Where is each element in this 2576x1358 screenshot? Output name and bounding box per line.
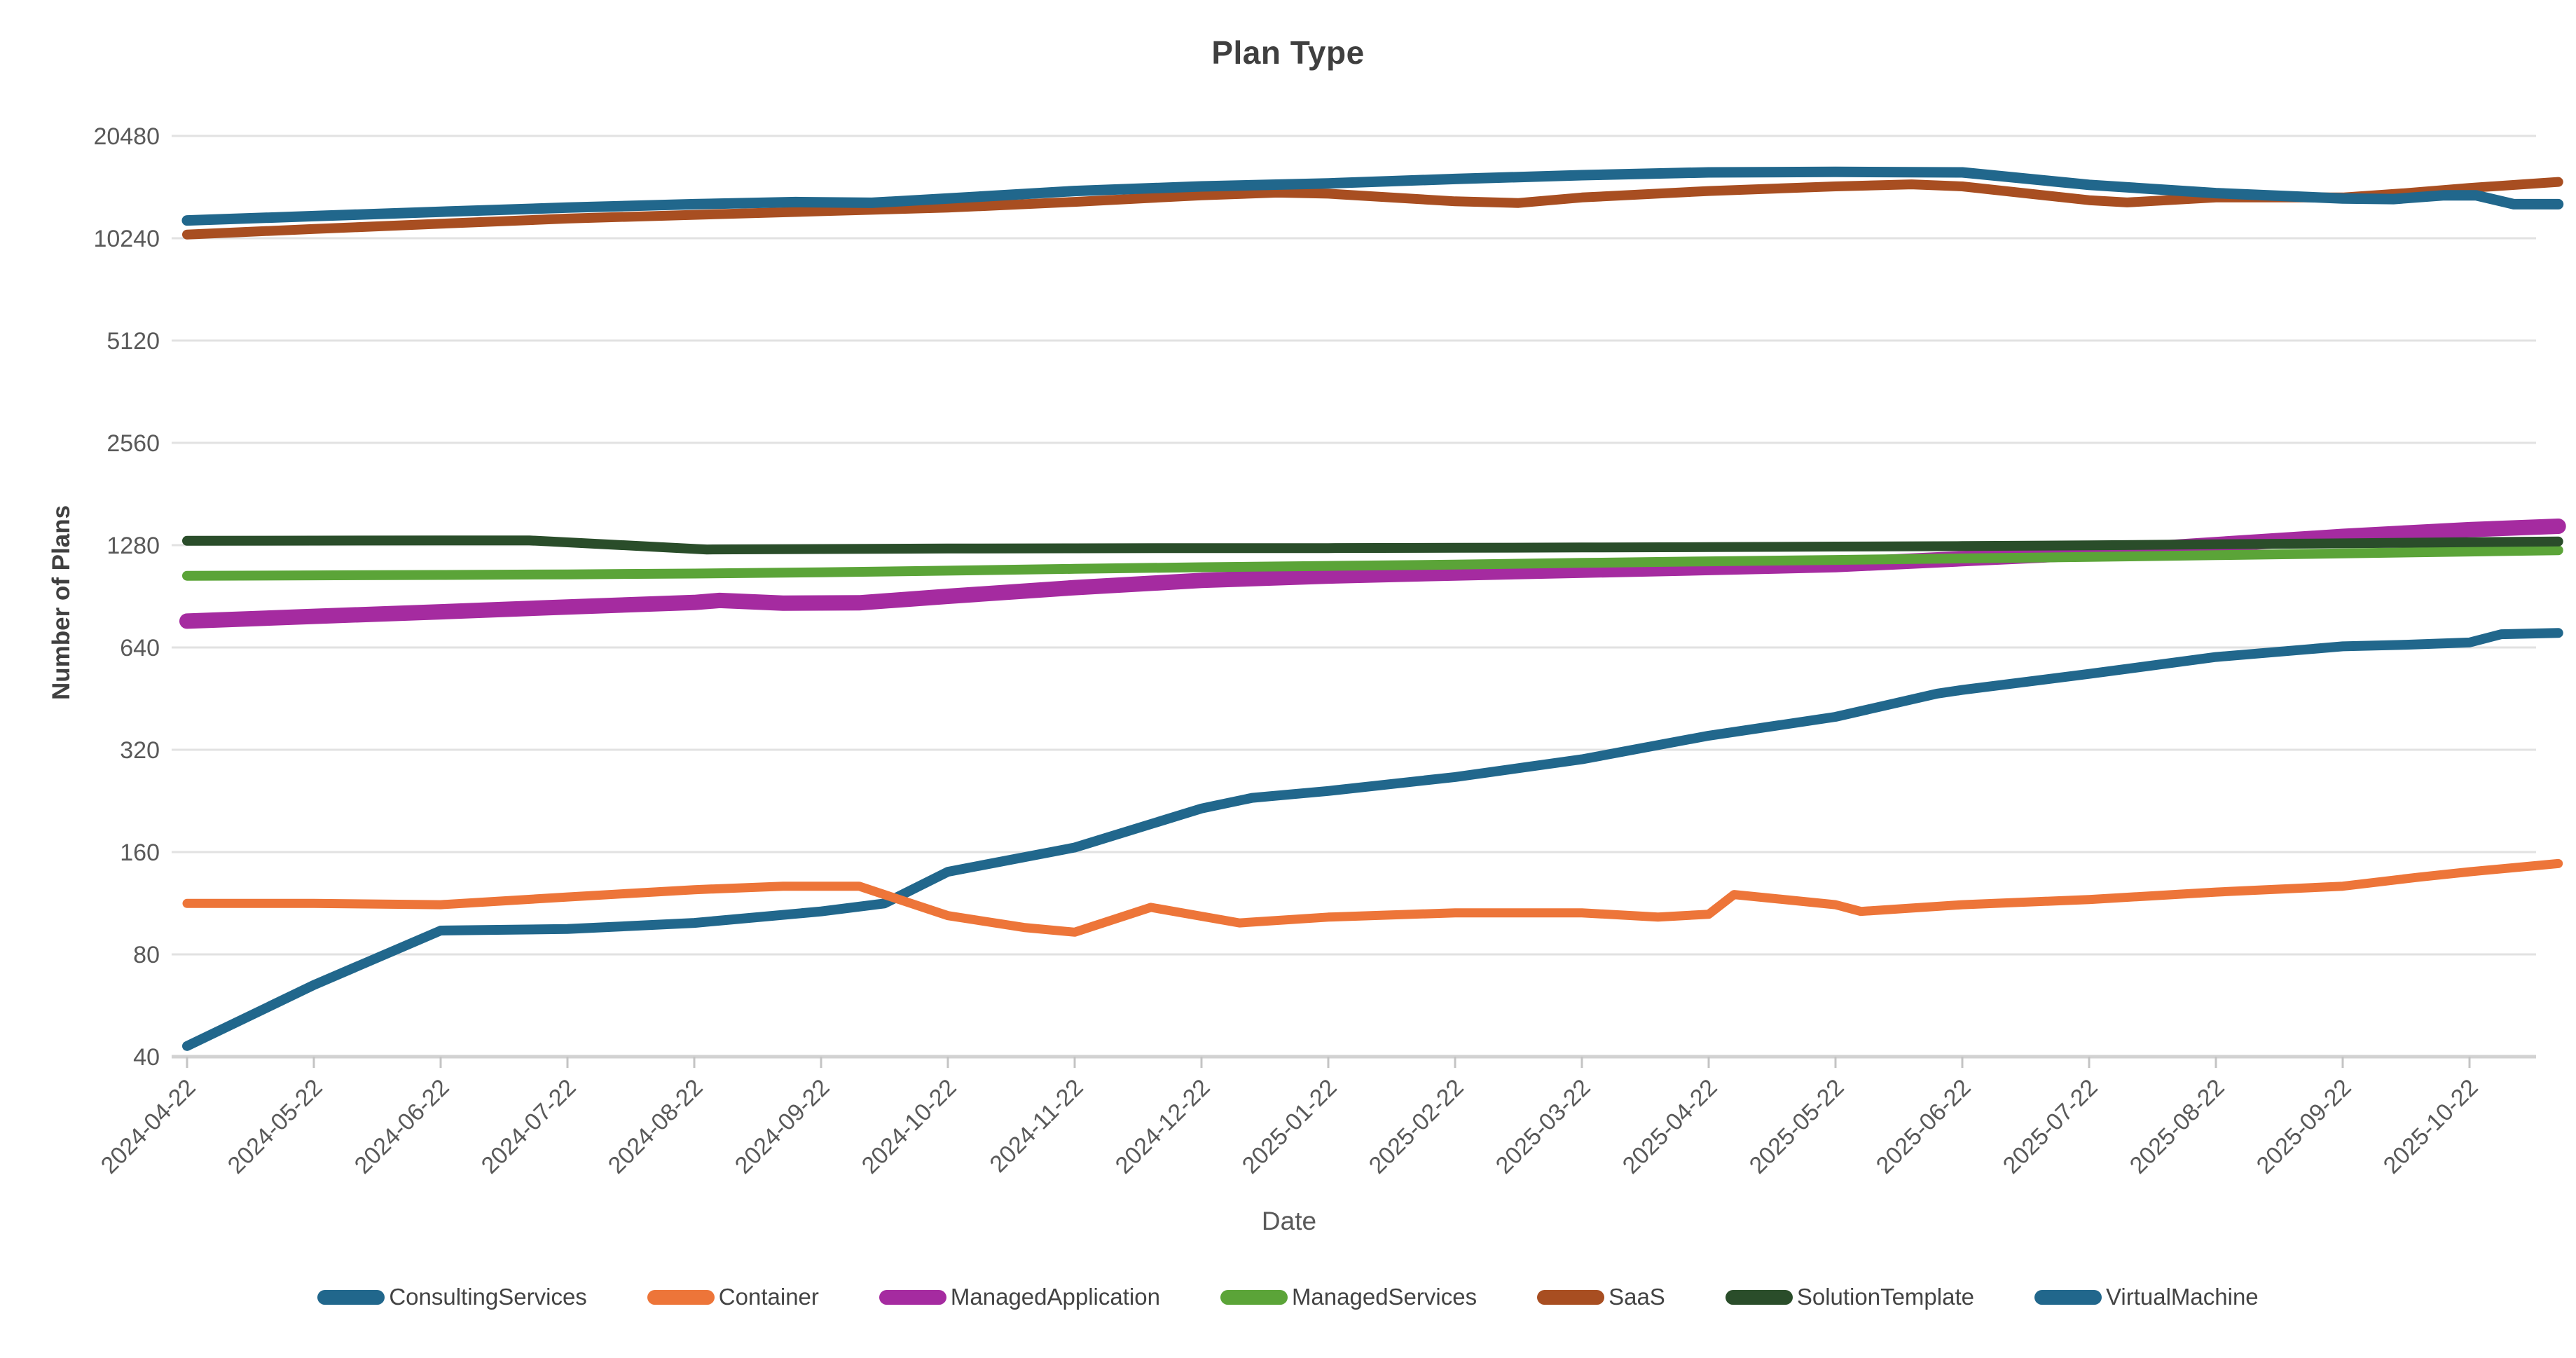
y-tick-label: 80 — [133, 942, 160, 968]
legend-swatch-icon — [647, 1289, 715, 1305]
legend-swatch-icon — [1220, 1289, 1288, 1305]
legend-item-managedapplication[interactable]: ManagedApplication — [879, 1284, 1160, 1310]
chart-title: Plan Type — [1211, 34, 1365, 71]
y-tick-label: 20480 — [93, 123, 160, 150]
legend-swatch-icon — [1537, 1289, 1605, 1305]
legend-label: ManagedApplication — [950, 1284, 1160, 1310]
series-line-consultingservices — [182, 628, 2563, 1051]
x-tick-label: 2024-09-22 — [730, 1074, 835, 1179]
x-tick-label: 2025-09-22 — [2252, 1074, 2357, 1179]
y-tick-label: 1280 — [106, 533, 160, 559]
series-line-solutiontemplate — [182, 535, 2563, 555]
x-tick-label: 2024-06-22 — [350, 1074, 455, 1179]
x-tick-label: 2024-07-22 — [476, 1074, 581, 1179]
x-tick-label: 2024-04-22 — [96, 1074, 201, 1179]
legend-swatch-icon — [1725, 1289, 1793, 1305]
x-tick-label: 2025-04-22 — [1618, 1074, 1723, 1179]
legend-item-managedservices[interactable]: ManagedServices — [1220, 1284, 1477, 1310]
legend-swatch-icon — [879, 1289, 946, 1305]
legend-label: ManagedServices — [1291, 1284, 1478, 1310]
legend-label: VirtualMachine — [2105, 1284, 2259, 1310]
x-tick-label: 2024-12-22 — [1110, 1074, 1215, 1179]
series-line-managedservices — [182, 545, 2563, 581]
legend-swatch-icon — [2034, 1289, 2102, 1305]
legend-label: SolutionTemplate — [1796, 1284, 1974, 1310]
y-tick-label: 320 — [120, 737, 160, 764]
x-axis-title: Date — [1261, 1207, 1317, 1235]
x-tick-label: 2025-06-22 — [1871, 1074, 1976, 1179]
x-tick-label: 2024-05-22 — [223, 1074, 328, 1179]
x-tick-label: 2024-08-22 — [603, 1074, 708, 1179]
x-tick-label: 2025-10-22 — [2378, 1074, 2484, 1179]
x-tick-label: 2025-01-22 — [1237, 1074, 1342, 1179]
x-tick-label: 2025-08-22 — [2125, 1074, 2230, 1179]
x-tick-label: 2025-03-22 — [1491, 1074, 1596, 1179]
legend-label: SaaS — [1609, 1284, 1665, 1310]
y-tick-label: 2560 — [106, 430, 160, 457]
legend-item-container[interactable]: Container — [647, 1284, 819, 1310]
legend-label: ConsultingServices — [389, 1284, 587, 1310]
legend-swatch-icon — [317, 1289, 385, 1305]
x-tick-label: 2024-10-22 — [857, 1074, 962, 1179]
x-tick-label: 2025-07-22 — [1998, 1074, 2103, 1179]
legend-item-saas[interactable]: SaaS — [1537, 1284, 1665, 1310]
y-tick-label: 10240 — [93, 226, 160, 252]
x-tick-label: 2025-02-22 — [1364, 1074, 1469, 1179]
legend-item-solutiontemplate[interactable]: SolutionTemplate — [1725, 1284, 1974, 1310]
series-line-container — [182, 858, 2563, 937]
x-tick-label: 2025-05-22 — [1744, 1074, 1850, 1179]
legend-label: Container — [718, 1284, 819, 1310]
y-tick-label: 640 — [120, 635, 160, 661]
x-tick-label: 2024-11-22 — [985, 1074, 1089, 1178]
y-tick-label: 5120 — [106, 328, 160, 355]
chart-legend: ConsultingServices Container ManagedApplic… — [0, 1284, 2576, 1310]
y-tick-label: 160 — [120, 839, 160, 866]
series-line-virtualmachine — [181, 166, 2564, 226]
y-tick-label: 40 — [133, 1044, 160, 1071]
legend-item-virtualmachine[interactable]: VirtualMachine — [2034, 1284, 2259, 1310]
legend-item-consultingservices[interactable]: ConsultingServices — [317, 1284, 587, 1310]
